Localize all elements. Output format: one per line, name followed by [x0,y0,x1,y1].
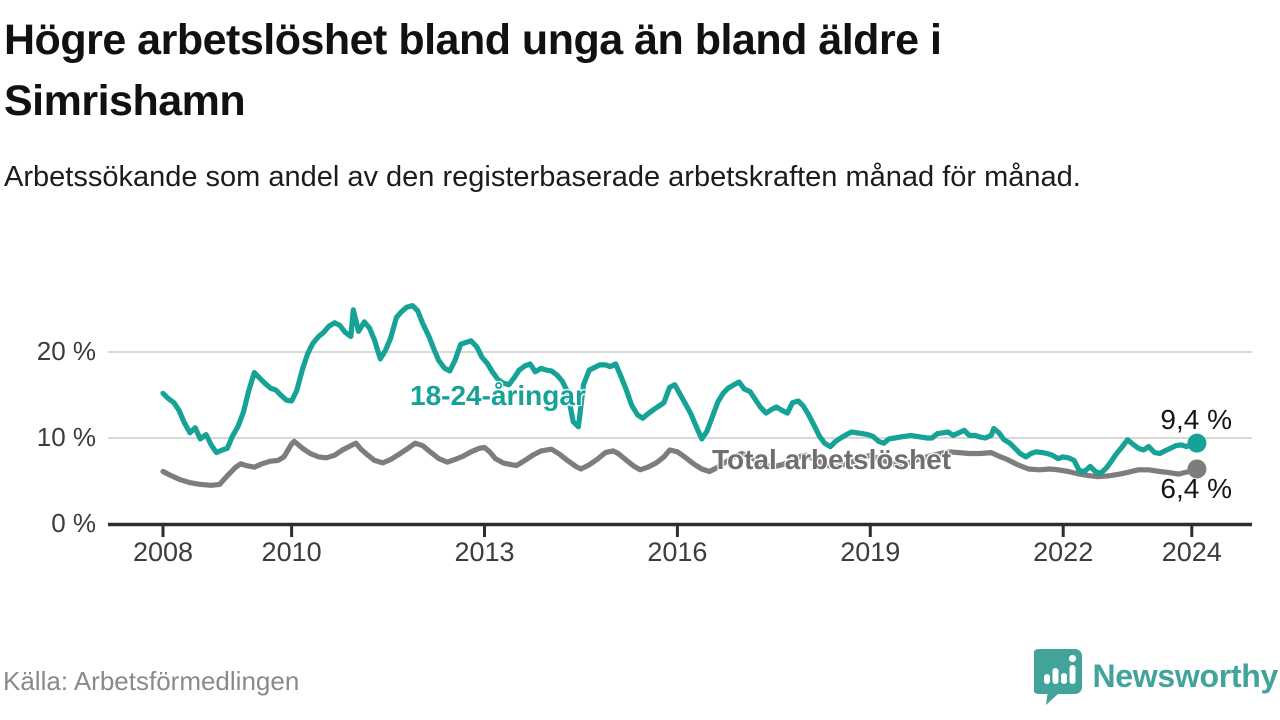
x-tick-label-2024: 2024 [1161,537,1222,567]
series-line-0 [160,438,1200,488]
series-end-dot-0 [1187,459,1207,479]
y-tick-label-20pct: 20 % [36,336,96,366]
x-tick-label-2016: 2016 [647,537,708,567]
x-tick-label-2013: 2013 [454,537,515,567]
series-label-young: 18-24-åringar [410,380,586,411]
bar-1 [1043,673,1050,684]
x-tick-label-2010: 2010 [261,537,322,567]
newsworthy-logo-icon [1031,647,1084,710]
source-attribution: Källa: Arbetsförmedlingen [3,666,300,696]
end-value-label-young: 9,4 % [1160,404,1232,435]
newsworthy-brand: Newsworthy [1031,648,1279,706]
exclamation-bar [1069,664,1075,684]
bar-3 [1060,672,1067,684]
x-tick-label-2022: 2022 [1033,537,1094,567]
series-line-1 [160,303,1200,476]
series-end-dot-1 [1187,433,1207,453]
x-tick-label-2008: 2008 [132,537,194,567]
chart-subtitle: Arbetssökande som andel av den registerb… [4,161,1081,193]
x-tick-label-2019: 2019 [840,537,901,567]
series-label-total: Total arbetslöshet [712,444,952,475]
page-title: Högre arbetslöshet bland unga än bland ä… [4,16,942,126]
brand-name: Newsworthy [1092,657,1279,694]
end-value-label-total: 6,4 % [1160,473,1232,504]
bar-2 [1052,667,1058,684]
y-tick-label-10pct: 10 % [36,422,96,452]
exclamation-dot [1068,654,1076,662]
y-tick-label-0pct: 0 % [51,508,96,538]
